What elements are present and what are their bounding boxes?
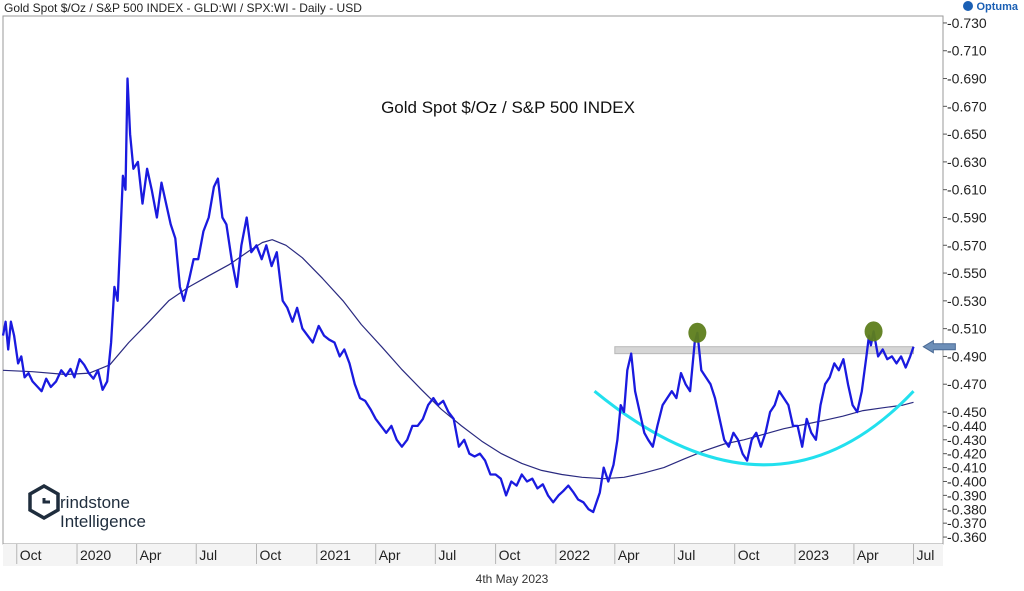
- brand-label: Optuma: [976, 1, 1018, 13]
- y-tick-label: -0.690: [947, 71, 987, 87]
- x-tick-label: Jul: [677, 547, 695, 563]
- peak-marker: [864, 321, 883, 342]
- resistance-band-layer: [614, 346, 915, 355]
- peak-marker-layer: [688, 321, 956, 354]
- x-tick-label: 2022: [559, 547, 590, 563]
- x-tick-label: Oct: [499, 547, 521, 563]
- x-tick-label: Oct: [20, 547, 42, 563]
- y-tick-label: -0.470: [947, 376, 987, 392]
- x-axis-strip: [3, 544, 943, 566]
- y-axis-ticks: -0.730 -0.710 -0.690 -0.670 -0.650 -0.630 -0.6…: [943, 15, 987, 545]
- watermark-logo: rindstone Intelligence: [28, 483, 146, 531]
- y-tick-label: -0.420: [947, 446, 987, 462]
- y-tick-label: -0.670: [947, 98, 987, 114]
- chart-header-title: Gold Spot $/Oz / S&P 500 INDEX - GLD:WI …: [4, 1, 362, 15]
- y-tick-label: -0.730: [947, 15, 987, 31]
- x-tick-label: Oct: [738, 547, 760, 563]
- y-tick-label: -0.610: [947, 182, 987, 198]
- y-tick-label: -0.370: [947, 515, 987, 531]
- y-tick-label: -0.390: [947, 487, 987, 503]
- brand-icon: [963, 1, 974, 11]
- x-tick-label: Apr: [140, 547, 162, 563]
- y-tick-label: -0.360: [947, 529, 987, 545]
- y-tick-label: -0.630: [947, 154, 987, 170]
- x-tick-label: Oct: [260, 547, 282, 563]
- y-tick-label: -0.410: [947, 460, 987, 476]
- x-tick-label: Apr: [379, 547, 401, 563]
- peak-marker: [688, 322, 707, 343]
- y-tick-label: -0.440: [947, 418, 987, 434]
- x-tick-label: 2023: [798, 547, 829, 563]
- y-tick-label: -0.450: [947, 404, 987, 420]
- x-tick-label: Apr: [857, 547, 879, 563]
- brand-logo: Optuma: [963, 1, 1018, 13]
- footer-date: 4th May 2023: [475, 572, 549, 586]
- resistance-band: [614, 346, 915, 355]
- price-series-line: [1, 77, 915, 514]
- x-tick-label: Jul: [917, 547, 935, 563]
- hexagon-icon: [28, 483, 60, 521]
- x-tick-label: Jul: [438, 547, 456, 563]
- watermark-line-2: Intelligence: [60, 512, 146, 531]
- y-tick-label: -0.710: [947, 43, 987, 59]
- y-tick-label: -0.510: [947, 321, 987, 337]
- x-tick-label: 2021: [320, 547, 351, 563]
- y-tick-label: -0.430: [947, 432, 987, 448]
- y-tick-label: -0.650: [947, 126, 987, 142]
- y-tick-label: -0.590: [947, 209, 987, 225]
- x-tick-label: Apr: [618, 547, 640, 563]
- watermark-line-1: rindstone: [60, 493, 130, 512]
- x-axis-ticks: Oct 2020 Apr Jul Oct 2021 Apr Jul Oct 2022 Apr Jul O…: [16, 544, 935, 564]
- x-tick-label: 2020: [80, 547, 111, 563]
- y-tick-label: -0.550: [947, 265, 987, 281]
- arrow-indicator: [922, 339, 956, 354]
- chart-title: Gold Spot $/Oz / S&P 500 INDEX: [381, 98, 635, 117]
- plot-area-frame: [2, 15, 944, 545]
- x-tick-label: Jul: [199, 547, 217, 563]
- y-tick-label: -0.570: [947, 237, 987, 253]
- y-tick-label: -0.490: [947, 348, 987, 364]
- y-tick-label: -0.380: [947, 501, 987, 517]
- price-line-layer: [1, 77, 915, 514]
- y-tick-label: -0.530: [947, 293, 987, 309]
- y-tick-label: -0.400: [947, 473, 987, 489]
